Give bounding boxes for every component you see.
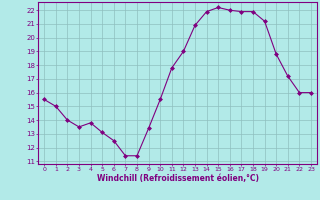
X-axis label: Windchill (Refroidissement éolien,°C): Windchill (Refroidissement éolien,°C) [97,174,259,183]
